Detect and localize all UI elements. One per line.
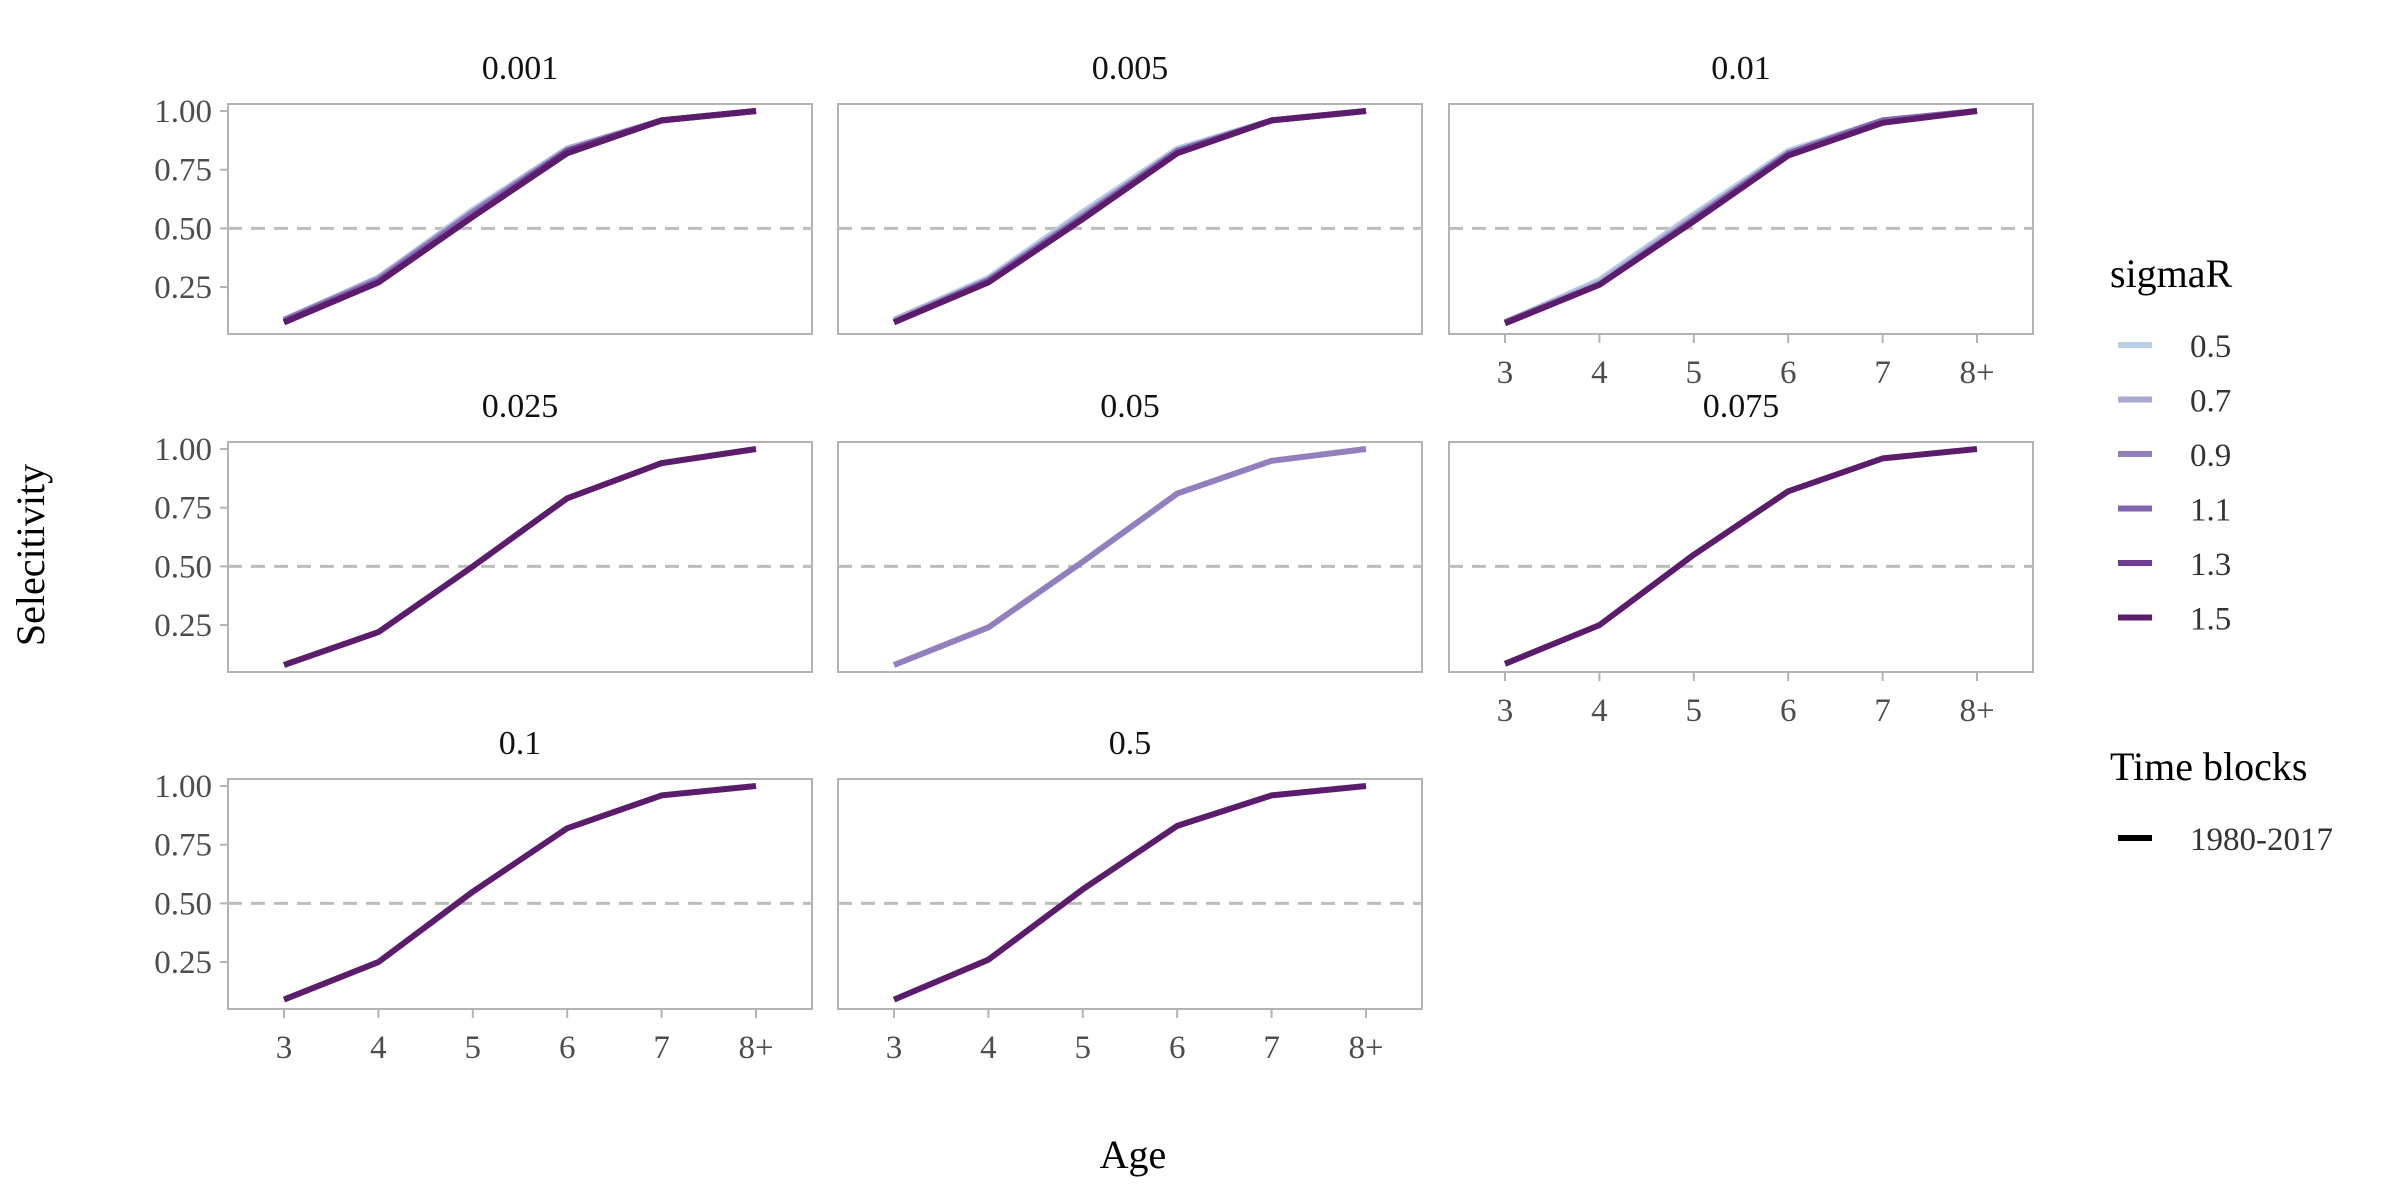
facet-panel-0.05: 0.05	[837, 388, 1423, 673]
x-tick-label: 3	[276, 1030, 293, 1066]
facet-title: 0.05	[1100, 388, 1160, 425]
series-line-sigmaR-0.7	[1503, 108, 1978, 326]
series-line-sigmaR-1.5	[892, 783, 1367, 1003]
y-tick-label: 1.00	[154, 94, 212, 130]
facet-title: 0.01	[1711, 50, 1771, 87]
facet-panel-0.1: 0.1 0.25 0.50 0.75 1.00 3 4 5 6 7 8+	[154, 725, 813, 1066]
facet-title: 0.1	[499, 725, 542, 762]
legend-label-0.7: 0.7	[2190, 384, 2231, 420]
facet-title: 0.5	[1109, 725, 1152, 762]
series-line-sigmaR-1.5	[892, 108, 1367, 326]
series-line-sigmaR-1.5	[283, 446, 757, 668]
y-tick-label: 0.25	[154, 945, 212, 981]
x-tick-label: 8+	[1959, 693, 1994, 729]
facet-panel-0.005: 0.005	[837, 50, 1423, 335]
x-tick-label: 8+	[738, 1030, 773, 1066]
facet-title: 0.005	[1092, 50, 1169, 87]
facet-title: 0.025	[482, 388, 559, 425]
facet-panel-0.075: 0.075 3 4 5 6 7 8+	[1448, 388, 2034, 729]
x-tick-label: 7	[1263, 1030, 1280, 1066]
x-tick-label: 7	[653, 1030, 670, 1066]
x-tick-label: 3	[886, 1030, 903, 1066]
x-tick-label: 4	[1591, 355, 1608, 391]
y-tick-label: 0.75	[154, 491, 212, 527]
x-tick-label: 8+	[1348, 1030, 1383, 1066]
facet-panel-0.01: 0.01 3 4 5 6 7 8+	[1448, 50, 2034, 391]
x-tick-label: 5	[1686, 355, 1703, 391]
facet-title: 0.075	[1703, 388, 1780, 425]
legend: sigmaR 0.5 0.7 0.9 1.1 1.3 1.5 Time blocks 19…	[2110, 251, 2333, 858]
panel-border	[227, 103, 813, 335]
y-tick-label: 0.25	[154, 608, 212, 644]
x-tick-label: 6	[559, 1030, 576, 1066]
legend-color-entries: 0.5 0.7 0.9 1.1 1.3 1.5	[2118, 329, 2231, 638]
y-tick-label: 0.50	[154, 886, 212, 922]
x-tick-label: 5	[1075, 1030, 1092, 1066]
y-tick-label: 0.50	[154, 211, 212, 247]
y-tick-label: 0.75	[154, 153, 212, 189]
series-line-sigmaR-1.5	[282, 783, 757, 1003]
legend-label-1.1: 1.1	[2190, 493, 2231, 529]
x-tick-label: 6	[1780, 693, 1797, 729]
y-tick-label: 1.00	[154, 432, 212, 468]
legend-color-title: sigmaR	[2110, 251, 2233, 296]
facet-panel-0.025: 0.025 0.25 0.50 0.75 1.00	[154, 388, 813, 673]
series-line-sigmaR-1.5	[282, 108, 757, 326]
panel-border	[837, 778, 1423, 1010]
facet-panel-0.5: 0.5 3 4 5 6 7 8+	[837, 725, 1423, 1066]
x-tick-label: 4	[370, 1030, 387, 1066]
x-tick-label: 7	[1874, 355, 1891, 391]
legend-label-1.5: 1.5	[2190, 602, 2231, 638]
facet-title: 0.001	[482, 50, 559, 87]
legend-label-1.3: 1.3	[2190, 547, 2231, 583]
x-tick-label: 4	[980, 1030, 997, 1066]
legend-label-0.9: 0.9	[2190, 438, 2231, 474]
y-tick-label: 0.25	[154, 270, 212, 306]
x-tick-label: 3	[1497, 693, 1514, 729]
x-tick-label: 6	[1780, 355, 1797, 391]
x-tick-label: 7	[1874, 693, 1891, 729]
x-tick-label: 6	[1169, 1030, 1186, 1066]
panel-border	[1448, 441, 2034, 673]
x-tick-label: 5	[465, 1030, 482, 1066]
y-tick-label: 1.00	[154, 769, 212, 805]
x-axis-label: Age	[1100, 1132, 1167, 1177]
series-line-sigmaR-1.5	[1503, 446, 1978, 667]
series-line-sigmaR-0.9	[892, 446, 1367, 668]
x-tick-label: 8+	[1959, 355, 1994, 391]
panel-border	[227, 441, 813, 673]
panel-border	[837, 441, 1423, 673]
panel-border	[837, 103, 1423, 335]
legend-label-0.5: 0.5	[2190, 329, 2231, 365]
panel-border	[227, 778, 813, 1010]
x-tick-label: 5	[1686, 693, 1703, 729]
y-axis-label: Selecitivity	[8, 464, 53, 646]
panel-border	[1448, 103, 2034, 335]
series-line-sigmaR-1.5	[1503, 108, 1978, 327]
legend-linetype-label: 1980-2017	[2190, 822, 2333, 858]
y-tick-label: 0.75	[154, 828, 212, 864]
x-tick-label: 3	[1497, 355, 1514, 391]
x-tick-label: 4	[1591, 693, 1608, 729]
legend-linetype-title: Time blocks	[2110, 744, 2307, 789]
facet-panel-0.001: 0.001 0.25 0.50 0.75 1.00	[154, 50, 813, 335]
y-tick-label: 0.50	[154, 549, 212, 585]
